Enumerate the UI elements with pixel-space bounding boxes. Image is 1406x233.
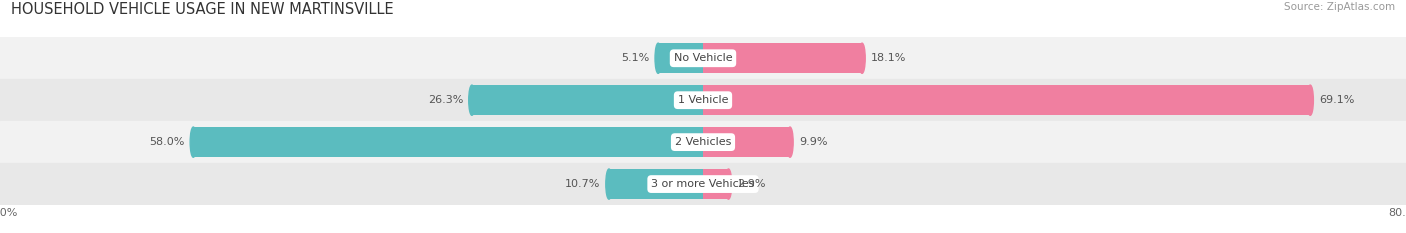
Text: 58.0%: 58.0% xyxy=(149,137,184,147)
Text: No Vehicle: No Vehicle xyxy=(673,53,733,63)
Bar xyxy=(0,79,1406,121)
Circle shape xyxy=(606,169,612,199)
Text: 1 Vehicle: 1 Vehicle xyxy=(678,95,728,105)
Circle shape xyxy=(787,127,793,157)
Circle shape xyxy=(1308,85,1313,115)
Text: 9.9%: 9.9% xyxy=(799,137,827,147)
Bar xyxy=(0,37,1406,79)
Bar xyxy=(0,163,1406,205)
Text: 5.1%: 5.1% xyxy=(621,53,650,63)
Circle shape xyxy=(468,85,475,115)
Text: Source: ZipAtlas.com: Source: ZipAtlas.com xyxy=(1284,2,1395,12)
Bar xyxy=(194,127,703,157)
Bar xyxy=(472,85,703,115)
Bar xyxy=(609,169,703,199)
Text: 3 or more Vehicles: 3 or more Vehicles xyxy=(651,179,755,189)
Bar xyxy=(703,85,1310,115)
Text: HOUSEHOLD VEHICLE USAGE IN NEW MARTINSVILLE: HOUSEHOLD VEHICLE USAGE IN NEW MARTINSVI… xyxy=(11,2,394,17)
Text: 18.1%: 18.1% xyxy=(870,53,907,63)
Text: 69.1%: 69.1% xyxy=(1319,95,1354,105)
Circle shape xyxy=(190,127,197,157)
Bar xyxy=(0,121,1406,163)
Text: 10.7%: 10.7% xyxy=(565,179,600,189)
Text: 26.3%: 26.3% xyxy=(427,95,463,105)
Circle shape xyxy=(655,43,661,73)
Bar xyxy=(703,43,862,73)
Text: 2 Vehicles: 2 Vehicles xyxy=(675,137,731,147)
Bar xyxy=(658,43,703,73)
Bar xyxy=(703,169,728,199)
Bar xyxy=(703,127,790,157)
Text: 2.9%: 2.9% xyxy=(737,179,766,189)
Circle shape xyxy=(725,169,731,199)
Circle shape xyxy=(859,43,865,73)
